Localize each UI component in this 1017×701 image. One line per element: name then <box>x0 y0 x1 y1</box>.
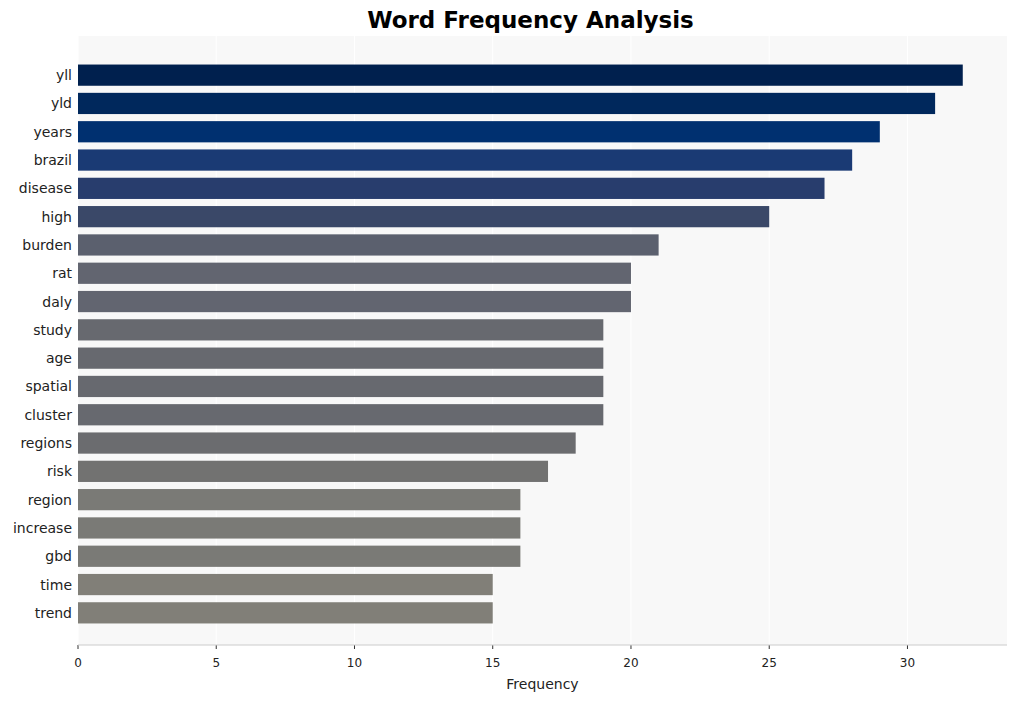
tick-label: 5 <box>212 656 220 670</box>
tick-label: 10 <box>347 656 362 670</box>
bars <box>78 65 963 624</box>
category-label: disease <box>19 180 72 196</box>
bar <box>78 517 520 538</box>
bar <box>78 574 493 595</box>
bar <box>78 149 852 170</box>
bar <box>78 348 603 369</box>
category-label: daly <box>42 294 72 310</box>
tick-mark <box>492 645 493 649</box>
grid-line <box>907 36 908 645</box>
bar <box>78 461 548 482</box>
x-axis-label: Frequency <box>506 676 578 692</box>
category-label: time <box>40 577 72 593</box>
bar <box>78 121 880 142</box>
tick-mark <box>78 645 79 649</box>
tick-label: 0 <box>74 656 82 670</box>
category-label: trend <box>35 605 72 621</box>
bar <box>78 206 769 227</box>
bar <box>78 546 520 567</box>
category-label: regions <box>20 435 72 451</box>
bar <box>78 291 631 312</box>
bar <box>78 602 493 623</box>
bar <box>78 319 603 340</box>
category-label: rat <box>52 265 72 281</box>
bar <box>78 489 520 510</box>
category-label: risk <box>47 463 73 479</box>
category-label: burden <box>22 237 72 253</box>
bar <box>78 376 603 397</box>
category-label: spatial <box>25 378 72 394</box>
tick-label: 15 <box>485 656 500 670</box>
title: Word Frequency Analysis <box>367 7 694 33</box>
tick-mark <box>769 645 770 649</box>
chart: 0 5 10 15 20 25 30 yll yld years brazil disease high… <box>0 0 1017 701</box>
x-axis-line <box>78 645 1007 646</box>
tick-mark <box>630 645 631 649</box>
tick-mark <box>907 645 908 649</box>
bar <box>78 65 963 86</box>
category-label: increase <box>13 520 72 536</box>
category-label: brazil <box>34 152 72 168</box>
tick-label: 25 <box>762 656 777 670</box>
category-label: yld <box>51 95 72 111</box>
bar <box>78 404 603 425</box>
plot-background <box>78 36 1007 645</box>
category-label: high <box>41 209 72 225</box>
tick-label: 30 <box>900 656 915 670</box>
bar <box>78 178 825 199</box>
bar <box>78 263 631 284</box>
category-label: age <box>46 350 72 366</box>
bar <box>78 93 935 114</box>
bar <box>78 432 576 453</box>
category-label: gbd <box>45 548 72 564</box>
category-label: study <box>33 322 72 338</box>
tick-mark <box>216 645 217 649</box>
tick-label: 20 <box>623 656 638 670</box>
category-label: region <box>28 492 72 508</box>
category-label: cluster <box>24 407 72 423</box>
category-label: yll <box>56 67 72 83</box>
bar <box>78 234 659 255</box>
category-label: years <box>33 124 72 140</box>
tick-mark <box>354 645 355 649</box>
